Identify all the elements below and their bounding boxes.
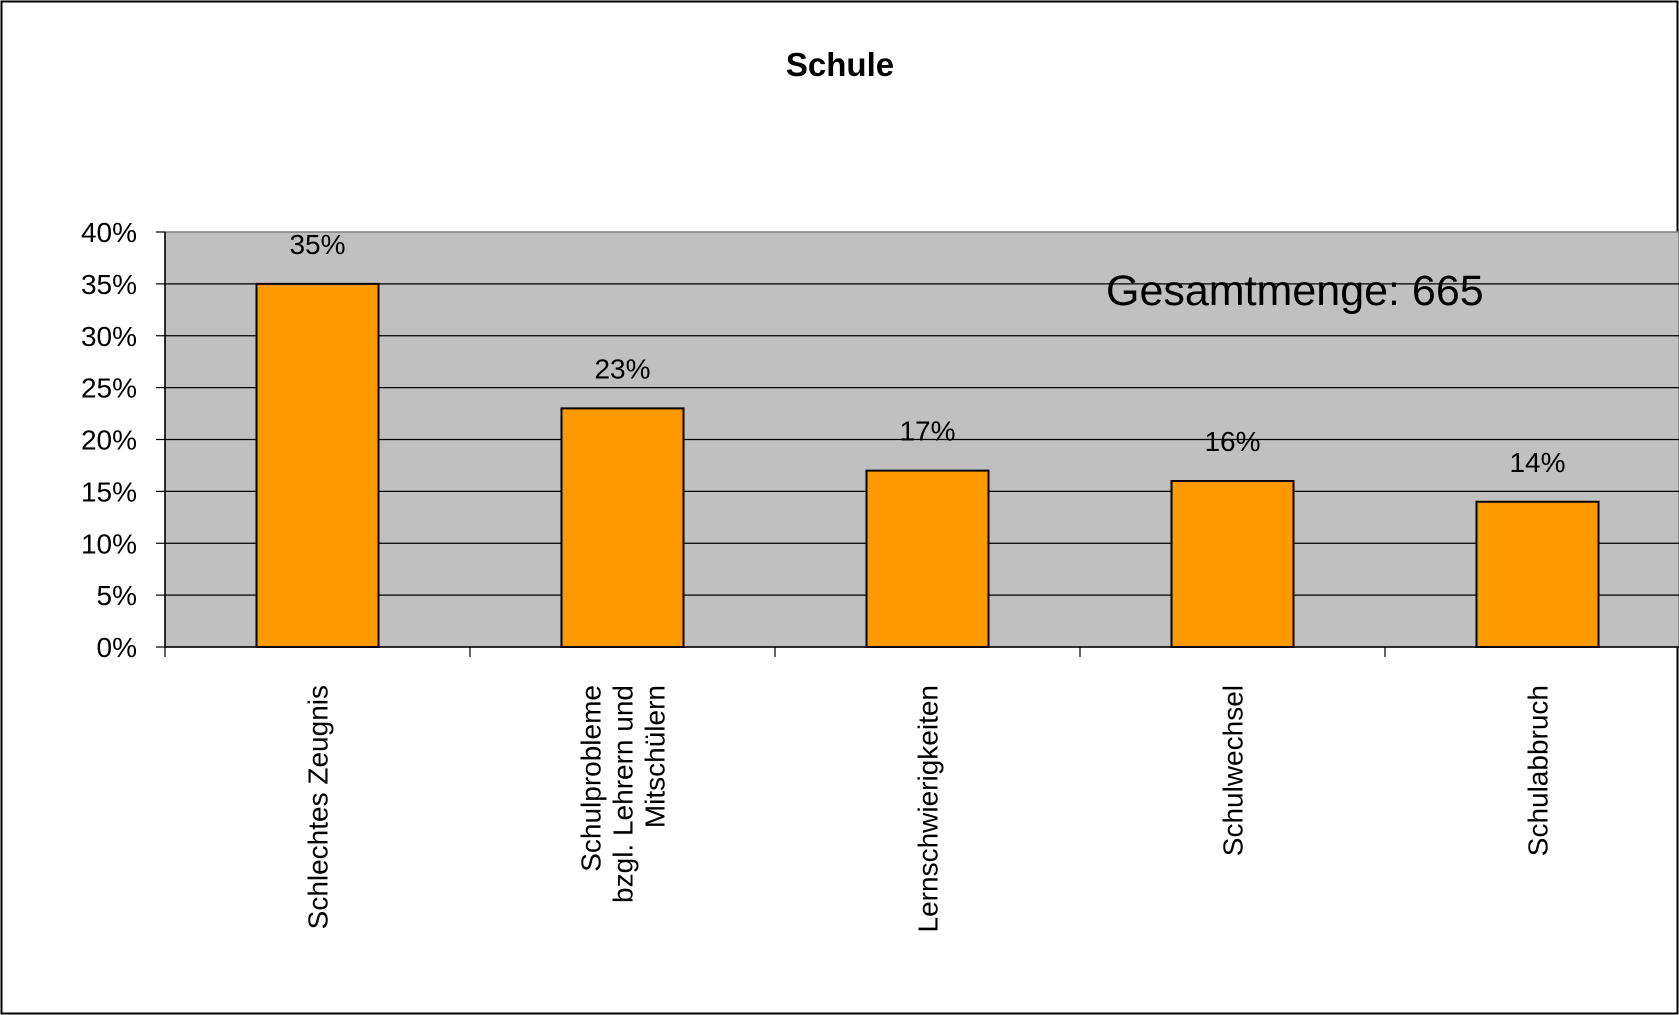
category-label-line: Schlechtes Zeugnis <box>303 685 334 929</box>
y-tick-label: 35% <box>81 269 137 300</box>
y-tick-label: 5% <box>97 580 137 611</box>
bar <box>560 407 685 648</box>
y-tick-label: 40% <box>81 217 137 248</box>
data-label: 16% <box>1204 426 1260 457</box>
category-label: Schulabbruch <box>1523 685 1554 856</box>
data-label: 14% <box>1509 447 1565 478</box>
category-label-line: Lernschwierigkeiten <box>913 685 944 932</box>
category-label: Schulwechsel <box>1218 685 1249 856</box>
y-tick-label: 25% <box>81 373 137 404</box>
chart-title: Schule <box>786 46 894 83</box>
category-label-line: Schulprobleme <box>576 685 607 872</box>
category-label: Lernschwierigkeiten <box>913 685 944 932</box>
category-label-line: Mitschülern <box>640 685 671 828</box>
category-label-line: Schulwechsel <box>1218 685 1249 856</box>
category-label-line: bzgl. Lehrern und <box>608 685 639 903</box>
bar <box>1475 500 1600 648</box>
bar <box>865 469 990 648</box>
category-label: Schulprobleme bzgl. Lehrern und Mitschüler… <box>576 685 671 903</box>
y-tick-label: 0% <box>97 632 137 663</box>
data-label: 35% <box>289 229 345 260</box>
axes <box>156 231 1679 657</box>
total-annotation: Gesamtmenge: 665 <box>1106 267 1484 315</box>
category-label: Schlechtes Zeugnis <box>303 685 334 929</box>
y-tick-label: 30% <box>81 321 137 352</box>
bars <box>255 282 1600 648</box>
y-tick-label: 15% <box>81 476 137 507</box>
y-tick-label: 20% <box>81 425 137 456</box>
bar <box>255 282 380 648</box>
bar <box>1170 480 1295 648</box>
y-tick-labels: 0% 5% 10% 15% 20% 25% 30% 35% 40% <box>81 217 137 663</box>
category-labels: Schlechtes Zeugnis Schulprobleme bzgl. Leh… <box>303 685 1554 932</box>
data-label: 17% <box>899 416 955 447</box>
y-tick-label: 10% <box>81 528 137 559</box>
data-label: 23% <box>594 353 650 384</box>
category-label-line: Schulabbruch <box>1523 685 1554 856</box>
data-labels: 35% 23% 17% 16% 14% <box>289 229 1565 478</box>
